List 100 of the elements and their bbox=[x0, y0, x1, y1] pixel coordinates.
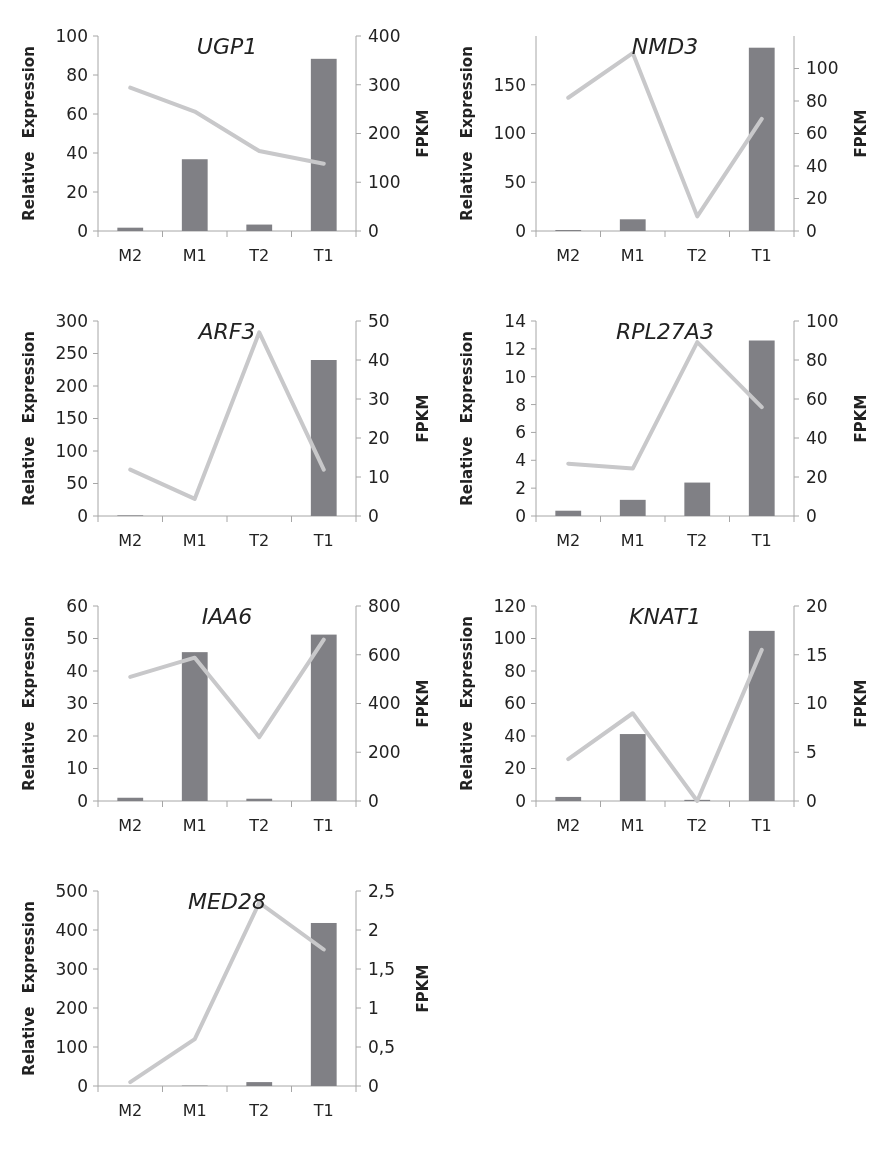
y-tick-label: 20 bbox=[66, 725, 88, 746]
y2-tick-label: 0 bbox=[368, 220, 379, 241]
y2-tick-label: 1,5 bbox=[368, 958, 396, 979]
x-tick-label: T1 bbox=[312, 816, 334, 835]
y2-tick-label: 2,5 bbox=[368, 880, 396, 901]
x-tick-label: T1 bbox=[312, 246, 334, 265]
y-tick-label: 0 bbox=[515, 505, 526, 526]
y2-tick-label: 5 bbox=[806, 742, 817, 763]
y2-tick-label: 800 bbox=[368, 595, 401, 616]
y2-tick-label: 0 bbox=[368, 505, 379, 526]
x-tick-label: T1 bbox=[312, 1101, 334, 1120]
y2-axis-title: FPKM bbox=[414, 109, 432, 158]
y-tick-label: 0 bbox=[77, 220, 88, 241]
y-tick-label: 12 bbox=[504, 338, 526, 359]
y-tick-label: 0 bbox=[515, 790, 526, 811]
x-tick-label: T2 bbox=[248, 246, 270, 265]
line-series bbox=[128, 85, 326, 166]
y2-tick-label: 0 bbox=[806, 220, 817, 241]
y-tick-label: 40 bbox=[504, 725, 526, 746]
x-tick-label: M2 bbox=[118, 816, 143, 835]
y-tick-label: 50 bbox=[66, 628, 88, 649]
y2-tick-label: 200 bbox=[368, 123, 401, 144]
y-tick-label: 150 bbox=[493, 74, 526, 95]
line-series bbox=[128, 637, 326, 740]
x-tick-label: M1 bbox=[182, 246, 207, 265]
x-tick-label: T2 bbox=[686, 816, 708, 835]
x-tick-label: T2 bbox=[686, 246, 708, 265]
y2-tick-label: 60 bbox=[806, 388, 828, 409]
x-tick-label: M2 bbox=[556, 816, 581, 835]
bar bbox=[310, 634, 337, 801]
y2-tick-label: 80 bbox=[806, 90, 828, 111]
y-tick-label: 100 bbox=[55, 1036, 88, 1057]
x-tick-label: T2 bbox=[248, 1101, 270, 1120]
x-tick-label: M1 bbox=[182, 816, 207, 835]
x-tick-label: T2 bbox=[248, 816, 270, 835]
y2-tick-label: 400 bbox=[368, 693, 401, 714]
y-tick-label: 60 bbox=[66, 103, 88, 124]
y2-tick-label: 0 bbox=[806, 505, 817, 526]
y-tick-label: 2 bbox=[515, 478, 526, 499]
bar bbox=[246, 1082, 273, 1086]
y2-tick-label: 20 bbox=[806, 188, 828, 209]
y-tick-label: 200 bbox=[55, 997, 88, 1018]
chart-title: KNAT1 bbox=[629, 604, 701, 629]
y-axis-title: Relative Expression bbox=[458, 46, 476, 221]
bar bbox=[748, 47, 775, 231]
y2-tick-label: 15 bbox=[806, 644, 828, 665]
y-tick-label: 80 bbox=[66, 64, 88, 85]
x-tick-label: T1 bbox=[750, 531, 772, 550]
y2-tick-label: 0,5 bbox=[368, 1036, 396, 1057]
bar bbox=[181, 159, 208, 231]
y-tick-label: 30 bbox=[66, 693, 88, 714]
y2-tick-label: 40 bbox=[806, 155, 828, 176]
y-tick-label: 0 bbox=[77, 1075, 88, 1096]
y-tick-label: 250 bbox=[55, 343, 88, 364]
x-tick-label: T1 bbox=[750, 246, 772, 265]
y2-tick-label: 1 bbox=[368, 997, 379, 1018]
bar bbox=[619, 219, 646, 231]
y-tick-label: 300 bbox=[55, 310, 88, 331]
bar bbox=[117, 797, 144, 801]
y-tick-label: 6 bbox=[515, 422, 526, 443]
y2-tick-label: 80 bbox=[806, 349, 828, 370]
y2-axis-title: FPKM bbox=[852, 109, 870, 158]
y2-axis-title: FPKM bbox=[414, 394, 432, 443]
chart-title: UGP1 bbox=[196, 34, 258, 59]
y2-tick-label: 2 bbox=[368, 919, 379, 940]
y-tick-label: 20 bbox=[504, 758, 526, 779]
x-tick-label: T1 bbox=[312, 531, 334, 550]
y-tick-label: 40 bbox=[66, 660, 88, 681]
y-tick-label: 8 bbox=[515, 394, 526, 415]
y2-tick-label: 100 bbox=[806, 58, 839, 79]
y-axis-title: Relative Expression bbox=[20, 616, 38, 791]
y-tick-label: 300 bbox=[55, 958, 88, 979]
y2-axis-title: FPKM bbox=[852, 394, 870, 443]
y2-tick-label: 0 bbox=[368, 790, 379, 811]
y2-tick-label: 200 bbox=[368, 742, 401, 763]
y-tick-label: 0 bbox=[77, 505, 88, 526]
y2-tick-label: 50 bbox=[368, 310, 390, 331]
y2-axis-title: FPKM bbox=[414, 679, 432, 728]
chart-title: IAA6 bbox=[201, 604, 253, 629]
y-tick-label: 100 bbox=[493, 123, 526, 144]
bar bbox=[246, 224, 273, 231]
x-tick-label: M1 bbox=[620, 246, 645, 265]
bar bbox=[748, 630, 775, 801]
x-tick-label: M2 bbox=[118, 531, 143, 550]
y2-tick-label: 300 bbox=[368, 74, 401, 95]
y2-tick-label: 40 bbox=[368, 349, 390, 370]
y2-tick-label: 20 bbox=[368, 427, 390, 448]
y2-tick-label: 0 bbox=[806, 790, 817, 811]
y2-tick-label: 100 bbox=[806, 310, 839, 331]
bar bbox=[684, 482, 711, 516]
bar bbox=[310, 922, 337, 1086]
y-tick-label: 120 bbox=[493, 595, 526, 616]
y2-tick-label: 40 bbox=[806, 427, 828, 448]
y2-tick-label: 60 bbox=[806, 123, 828, 144]
y-tick-label: 400 bbox=[55, 919, 88, 940]
line-series bbox=[566, 340, 764, 471]
y-tick-label: 10 bbox=[66, 758, 88, 779]
y-tick-label: 20 bbox=[66, 181, 88, 202]
y-tick-label: 80 bbox=[504, 660, 526, 681]
y2-tick-label: 400 bbox=[368, 25, 401, 46]
